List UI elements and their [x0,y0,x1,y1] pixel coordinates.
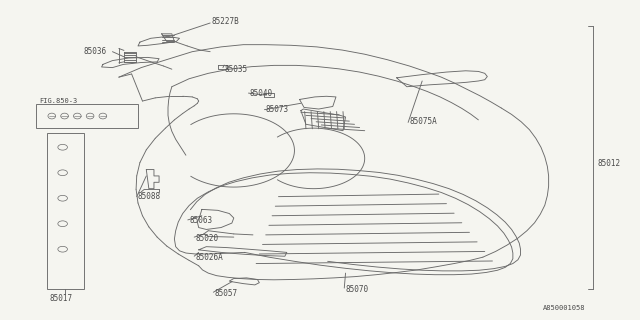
Text: 85020: 85020 [195,234,219,243]
Bar [47,133,84,289]
Text: 85017: 85017 [50,294,73,303]
Text: 85040: 85040 [250,89,273,98]
Text: 85227B: 85227B [211,17,239,26]
Text: FIG.850-3: FIG.850-3 [39,98,77,104]
Text: 85075A: 85075A [410,117,437,126]
Text: 85088: 85088 [138,192,161,201]
Text: 85057: 85057 [214,289,237,298]
Text: 85026A: 85026A [195,253,223,262]
Bar [36,104,138,128]
Text: 85063: 85063 [189,216,212,225]
Text: 85012: 85012 [598,159,621,168]
Text: 85035: 85035 [224,65,247,74]
Text: 85070: 85070 [346,284,369,293]
Text: 85073: 85073 [266,105,289,114]
Text: A850001058: A850001058 [543,305,585,311]
Text: 85036: 85036 [84,47,107,56]
